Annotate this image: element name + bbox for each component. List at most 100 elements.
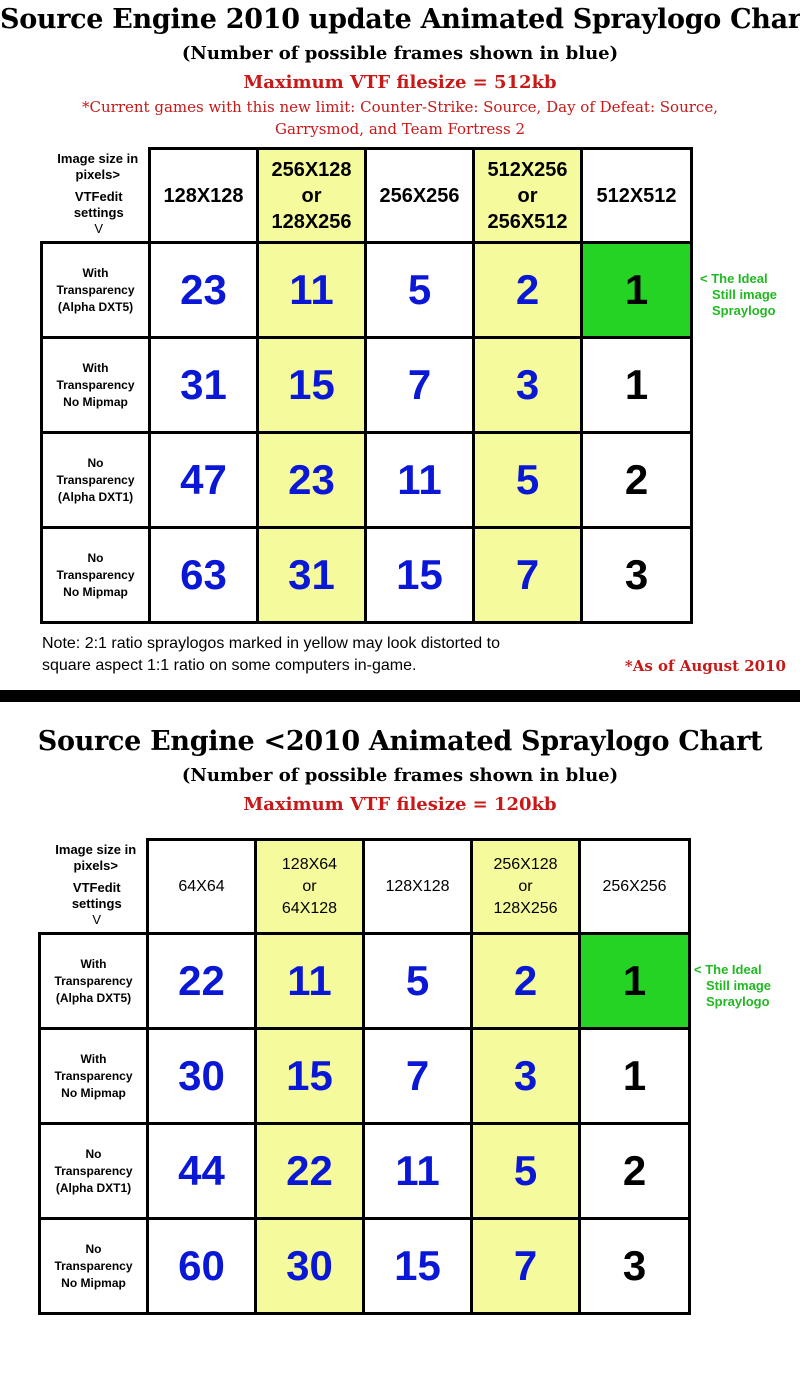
row-label-text: No xyxy=(87,550,104,565)
table-row: No Transparency No Mipmap 60 30 15 7 3 xyxy=(38,1217,691,1315)
frame-count-cell: 15 xyxy=(364,526,475,624)
frame-count-cell: 30 xyxy=(146,1027,257,1125)
column-header-text: or xyxy=(301,184,322,207)
row-label: No Transparency No Mipmap xyxy=(38,1217,149,1315)
bottom-chart-title: Source Engine <2010 Animated Spraylogo C… xyxy=(37,726,763,757)
column-header-text: 128X256 xyxy=(493,899,558,917)
row-label-text: (Alpha DXT1) xyxy=(55,1180,132,1195)
top-frames-table: Image size in pixels> VTFedit settings V … xyxy=(40,147,693,624)
frame-count-cell: 23 xyxy=(256,431,367,529)
frame-count-cell: 7 xyxy=(470,1217,581,1315)
column-header-text: 64X128 xyxy=(281,899,338,917)
column-header-text: 512X512 xyxy=(596,184,677,207)
frame-count-cell: 2 xyxy=(580,431,693,529)
frame-count-cell: 15 xyxy=(362,1217,473,1315)
row-label: No Transparency No Mipmap xyxy=(40,526,151,624)
frame-count-cell: 11 xyxy=(362,1122,473,1220)
column-header-text: 256X128 xyxy=(493,855,558,873)
frame-count-cell: 1 xyxy=(580,241,693,339)
frame-count-cell: 2 xyxy=(472,241,583,339)
row-label: No Transparency (Alpha DXT1) xyxy=(38,1122,149,1220)
row-label-text: Transparency xyxy=(54,1068,133,1083)
column-header: 256X128 or 128X256 xyxy=(470,838,581,935)
row-label-text: No xyxy=(85,1241,102,1256)
column-header: 128X128 xyxy=(362,838,473,935)
top-ideal-note: < The Ideal Still image Spraylogo xyxy=(700,271,777,319)
column-header: 256X256 xyxy=(578,838,691,935)
frame-count-cell: 63 xyxy=(148,526,259,624)
corner-header: Image size in pixels> VTFedit settings V xyxy=(39,839,149,935)
row-label-text: No xyxy=(87,455,104,470)
frame-count-cell: 11 xyxy=(256,241,367,339)
column-header-text: or xyxy=(517,184,538,207)
row-label-text: No Mipmap xyxy=(61,1085,126,1100)
column-header-text: 256X256 xyxy=(379,184,460,207)
column-header-text: 64X64 xyxy=(178,877,225,895)
row-label: No Transparency (Alpha DXT1) xyxy=(40,431,151,529)
frame-count-cell: 22 xyxy=(254,1122,365,1220)
frame-count-cell: 3 xyxy=(580,526,693,624)
frame-count-cell: 15 xyxy=(256,336,367,434)
image-size-label: Image size in pixels> xyxy=(57,150,139,182)
column-header-text: 256X512 xyxy=(487,210,568,233)
table-row: No Transparency No Mipmap 63 31 15 7 3 xyxy=(40,526,693,624)
vtfedit-settings-label: VTFedit settings V xyxy=(71,880,122,927)
column-header: 256X128 or 128X256 xyxy=(256,147,367,244)
row-label-text: With xyxy=(82,265,109,280)
section-divider xyxy=(0,690,800,702)
row-label-text: Transparency xyxy=(56,377,135,392)
frame-count-cell: 30 xyxy=(254,1217,365,1315)
ratio-note: Note: 2:1 ratio spraylogos marked in yel… xyxy=(42,635,500,674)
row-label-text: Transparency xyxy=(56,282,135,297)
frame-count-cell: 7 xyxy=(472,526,583,624)
table-row: No Transparency (Alpha DXT1) 44 22 11 5 2 xyxy=(38,1122,691,1220)
table-row: With Transparency (Alpha DXT5) 23 11 5 2 1 xyxy=(40,241,693,339)
frame-count-cell: 3 xyxy=(578,1217,691,1315)
column-header-text: 256X128 xyxy=(271,158,352,181)
row-label-text: No Mipmap xyxy=(63,394,128,409)
column-header-text: 128X256 xyxy=(271,210,352,233)
frame-count-cell: 22 xyxy=(146,932,257,1030)
frame-count-cell: 7 xyxy=(364,336,475,434)
column-header: 512X512 xyxy=(580,147,693,244)
frame-count-cell: 11 xyxy=(364,431,475,529)
row-label-text: With xyxy=(82,360,109,375)
frame-count-cell: 60 xyxy=(146,1217,257,1315)
table-row: With Transparency No Mipmap 31 15 7 3 1 xyxy=(40,336,693,434)
row-label: With Transparency (Alpha DXT5) xyxy=(38,932,149,1030)
frame-count-cell: 31 xyxy=(256,526,367,624)
frame-count-cell: 1 xyxy=(578,932,691,1030)
frame-count-cell: 1 xyxy=(580,336,693,434)
ideal-note-text: < The Ideal Still image Spraylogo xyxy=(700,271,778,318)
row-label-text: (Alpha DXT5) xyxy=(55,990,132,1005)
frame-count-cell: 11 xyxy=(254,932,365,1030)
bottom-chart-subtitle: (Number of possible frames shown in blue… xyxy=(181,765,619,786)
frame-count-cell: 2 xyxy=(578,1122,691,1220)
column-header: 128X64 or 64X128 xyxy=(254,838,365,935)
table-row: No Transparency (Alpha DXT1) 47 23 11 5 2 xyxy=(40,431,693,529)
image-size-label: Image size in pixels> xyxy=(55,841,137,873)
date-note: *As of August 2010 xyxy=(624,657,786,675)
row-label-text: No Mipmap xyxy=(61,1275,126,1290)
frame-count-cell: 7 xyxy=(362,1027,473,1125)
row-label-text: (Alpha DXT5) xyxy=(57,299,134,314)
row-label: With Transparency (Alpha DXT5) xyxy=(40,241,151,339)
column-header: 64X64 xyxy=(146,838,257,935)
frame-count-cell: 2 xyxy=(470,932,581,1030)
column-header: 128X128 xyxy=(148,147,259,244)
corner-header: Image size in pixels> VTFedit settings V xyxy=(41,148,151,244)
frame-count-cell: 44 xyxy=(146,1122,257,1220)
row-label-text: With xyxy=(80,1051,107,1066)
row-label-text: Transparency xyxy=(54,973,133,988)
column-header-text: or xyxy=(518,877,533,895)
column-header-text: 128X128 xyxy=(385,877,450,895)
row-label-text: No xyxy=(85,1146,102,1161)
table-row: With Transparency No Mipmap 30 15 7 3 1 xyxy=(38,1027,691,1125)
row-label-text: (Alpha DXT1) xyxy=(57,489,134,504)
column-header-text: 256X256 xyxy=(602,877,667,895)
table-row: With Transparency (Alpha DXT5) 22 11 5 2 1 xyxy=(38,932,691,1030)
ideal-note-text: < The Ideal Still image Spraylogo xyxy=(694,962,772,1009)
column-header-text: 128X64 xyxy=(281,855,338,873)
frame-count-cell: 23 xyxy=(148,241,259,339)
row-label-text: No Mipmap xyxy=(63,584,128,599)
